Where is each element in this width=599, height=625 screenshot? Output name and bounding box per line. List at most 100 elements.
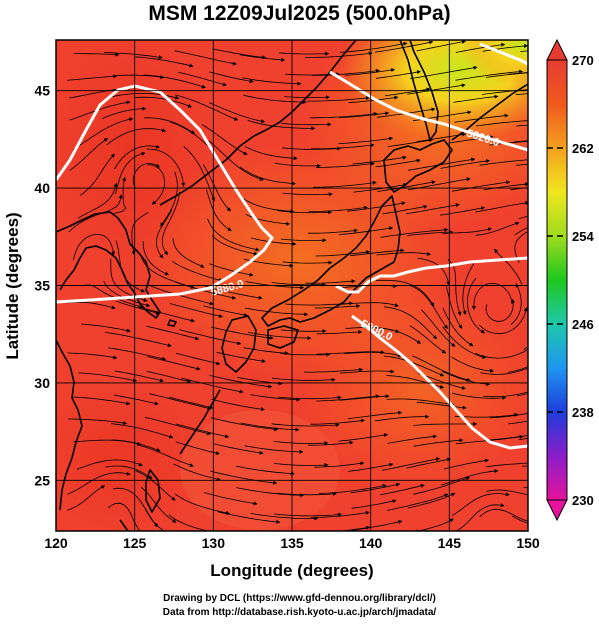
streamline <box>271 423 340 428</box>
streamline <box>169 121 215 153</box>
x-tick-label: 145 <box>438 535 462 551</box>
streamline <box>374 327 422 344</box>
streamline <box>447 259 462 316</box>
streamline <box>475 120 528 127</box>
wind-streamlines <box>66 40 528 531</box>
streamline <box>514 227 528 236</box>
streamline <box>207 218 260 252</box>
streamline <box>240 422 300 432</box>
streamline <box>442 227 493 234</box>
streamline <box>247 332 312 341</box>
streamline <box>339 111 390 119</box>
streamline <box>137 306 195 323</box>
streamline <box>78 372 138 383</box>
colorbar: 270 262 254 246 238 230 <box>546 38 594 522</box>
streamline <box>250 513 319 521</box>
temperature-field <box>56 40 528 531</box>
streamline <box>175 94 239 121</box>
streamline <box>280 238 327 243</box>
streamline <box>479 307 528 335</box>
streamline <box>68 418 128 425</box>
streamline <box>102 106 147 119</box>
streamline <box>103 52 163 60</box>
streamline <box>208 140 264 181</box>
streamline <box>146 370 192 384</box>
streamline <box>141 487 177 523</box>
streamline <box>273 463 329 468</box>
streamline <box>515 124 528 127</box>
streamline <box>67 471 131 495</box>
streamline <box>114 370 164 383</box>
streamline <box>352 155 407 165</box>
streamline <box>76 459 143 470</box>
streamline <box>69 100 131 121</box>
streamline <box>421 309 456 347</box>
streamline <box>247 120 316 131</box>
streamline <box>201 124 248 155</box>
streamline <box>66 485 106 511</box>
streamline <box>107 502 141 531</box>
streamline <box>111 93 180 100</box>
streamline <box>479 159 528 166</box>
streamline <box>278 51 330 56</box>
streamline <box>114 151 146 195</box>
streamline <box>350 248 405 257</box>
streamline <box>375 70 421 79</box>
streamline <box>79 153 115 196</box>
streamline <box>350 482 401 494</box>
streamline <box>143 117 196 135</box>
colorbar-tick-label: 270 <box>572 53 594 68</box>
streamline <box>114 144 160 170</box>
streamline <box>244 445 304 454</box>
streamline <box>148 284 214 306</box>
streamline <box>105 465 153 480</box>
streamline <box>175 441 220 455</box>
streamline <box>451 180 511 192</box>
colorbar-tick-label: 230 <box>572 493 594 508</box>
streamline <box>146 325 200 341</box>
streamline <box>161 191 180 256</box>
streamline <box>238 194 295 214</box>
streamline <box>135 56 194 68</box>
streamline <box>211 235 258 256</box>
streamline <box>508 366 528 373</box>
streamline <box>375 279 435 307</box>
colorbar-tick-label: 262 <box>572 141 594 156</box>
streamline <box>351 499 397 509</box>
streamline <box>480 367 528 375</box>
streamline <box>343 352 403 358</box>
streamline <box>239 166 296 186</box>
streamline <box>147 356 201 371</box>
streamline <box>486 489 528 496</box>
streamline <box>316 330 363 335</box>
streamline <box>273 441 329 446</box>
streamline <box>203 305 249 317</box>
streamline <box>409 284 448 330</box>
streamline <box>311 143 375 150</box>
streamline <box>216 351 266 363</box>
streamline <box>73 234 116 261</box>
streamline <box>314 461 365 468</box>
streamline <box>243 347 289 356</box>
streamline <box>517 393 528 397</box>
streamline <box>387 434 437 444</box>
streamline <box>113 394 159 406</box>
streamline <box>375 158 421 168</box>
streamline <box>475 221 520 236</box>
streamline <box>108 347 167 361</box>
streamline <box>406 457 452 469</box>
streamline <box>310 510 370 518</box>
streamline <box>67 74 118 81</box>
streamline <box>348 95 399 104</box>
streamline <box>416 529 421 531</box>
streamline <box>176 423 230 439</box>
streamline <box>515 163 528 166</box>
streamline <box>244 146 298 161</box>
streamline <box>482 44 528 52</box>
x-tick-label: 120 <box>44 535 68 551</box>
streamline <box>275 162 321 168</box>
streamline <box>494 248 523 285</box>
streamline <box>455 503 505 531</box>
streamline <box>338 433 389 442</box>
y-axis-label: Latitude (degrees) <box>3 212 22 359</box>
